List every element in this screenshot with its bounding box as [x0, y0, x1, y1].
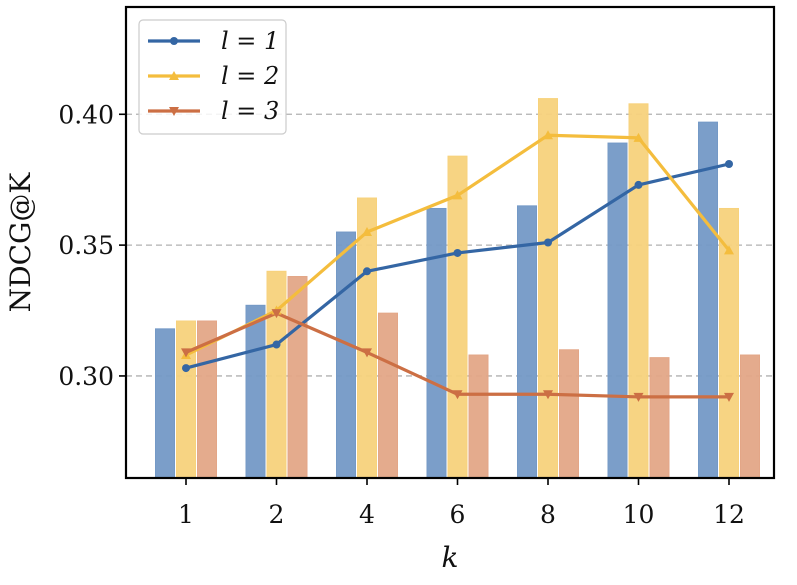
- plot-frame: [124, 5, 776, 480]
- line-marker: [543, 130, 553, 140]
- line-marker: [544, 238, 552, 247]
- legend-items: l = 1 l = 2 l = 3: [148, 27, 279, 125]
- x-tick-label: 12: [713, 500, 745, 529]
- x-tick-label: 8: [540, 500, 556, 529]
- bar: [357, 197, 377, 479]
- y-axis-label: NDCG@K: [4, 172, 37, 313]
- line-marker: [724, 245, 734, 255]
- line-marker: [182, 364, 190, 373]
- x-tick-label: 4: [359, 500, 375, 529]
- bar: [378, 312, 398, 479]
- bar: [649, 357, 670, 479]
- bar: [538, 98, 558, 479]
- line-marker: [271, 309, 282, 319]
- line-marker: [181, 348, 191, 358]
- legend: l = 1 l = 2 l = 3: [138, 19, 287, 135]
- bar: [266, 270, 287, 479]
- line-marker: [452, 390, 463, 400]
- line-marker: [543, 390, 553, 400]
- x-tick-label: 10: [623, 500, 655, 529]
- x-tick-label: 1: [178, 500, 194, 529]
- line-marker: [633, 132, 644, 142]
- x-axis-label: k: [442, 541, 459, 574]
- legend-marker: [170, 37, 178, 45]
- line-marker: [452, 190, 463, 200]
- bar: [559, 349, 579, 479]
- line-marker: [724, 392, 734, 402]
- x-tick-label: 6: [450, 500, 466, 529]
- line-marker: [272, 340, 281, 349]
- y-tick-label: 0.40: [58, 100, 114, 129]
- bar: [740, 354, 760, 479]
- legend-label: l = 3: [221, 97, 279, 125]
- bar: [155, 328, 175, 479]
- series-markers: [181, 130, 734, 402]
- legend-label: l = 2: [221, 62, 279, 90]
- line-marker: [725, 160, 733, 168]
- bar: [628, 103, 649, 479]
- x-tick-label: 2: [269, 500, 285, 529]
- bar: [287, 276, 308, 479]
- line-marker: [453, 248, 462, 257]
- bar: [176, 320, 196, 479]
- legend-marker: [169, 107, 179, 116]
- line-marker: [634, 180, 643, 189]
- line-marker: [362, 227, 372, 237]
- bar: [336, 231, 356, 479]
- legend-label: l = 1: [221, 27, 279, 55]
- bar: [698, 121, 718, 479]
- bars: [155, 98, 760, 479]
- y-tick-label: 0.30: [58, 362, 114, 391]
- legend-marker: [169, 71, 179, 80]
- bar: [447, 155, 468, 479]
- axis-ticks: 0.300.350.401 2 4 6 8 10 12: [58, 100, 745, 529]
- line-marker: [633, 392, 644, 402]
- line-marker: [362, 348, 372, 358]
- bar: [468, 354, 489, 479]
- line-marker: [363, 267, 371, 276]
- y-tick-label: 0.35: [58, 231, 114, 260]
- bar: [426, 207, 447, 479]
- legend-box: [138, 19, 287, 135]
- bar: [245, 304, 266, 479]
